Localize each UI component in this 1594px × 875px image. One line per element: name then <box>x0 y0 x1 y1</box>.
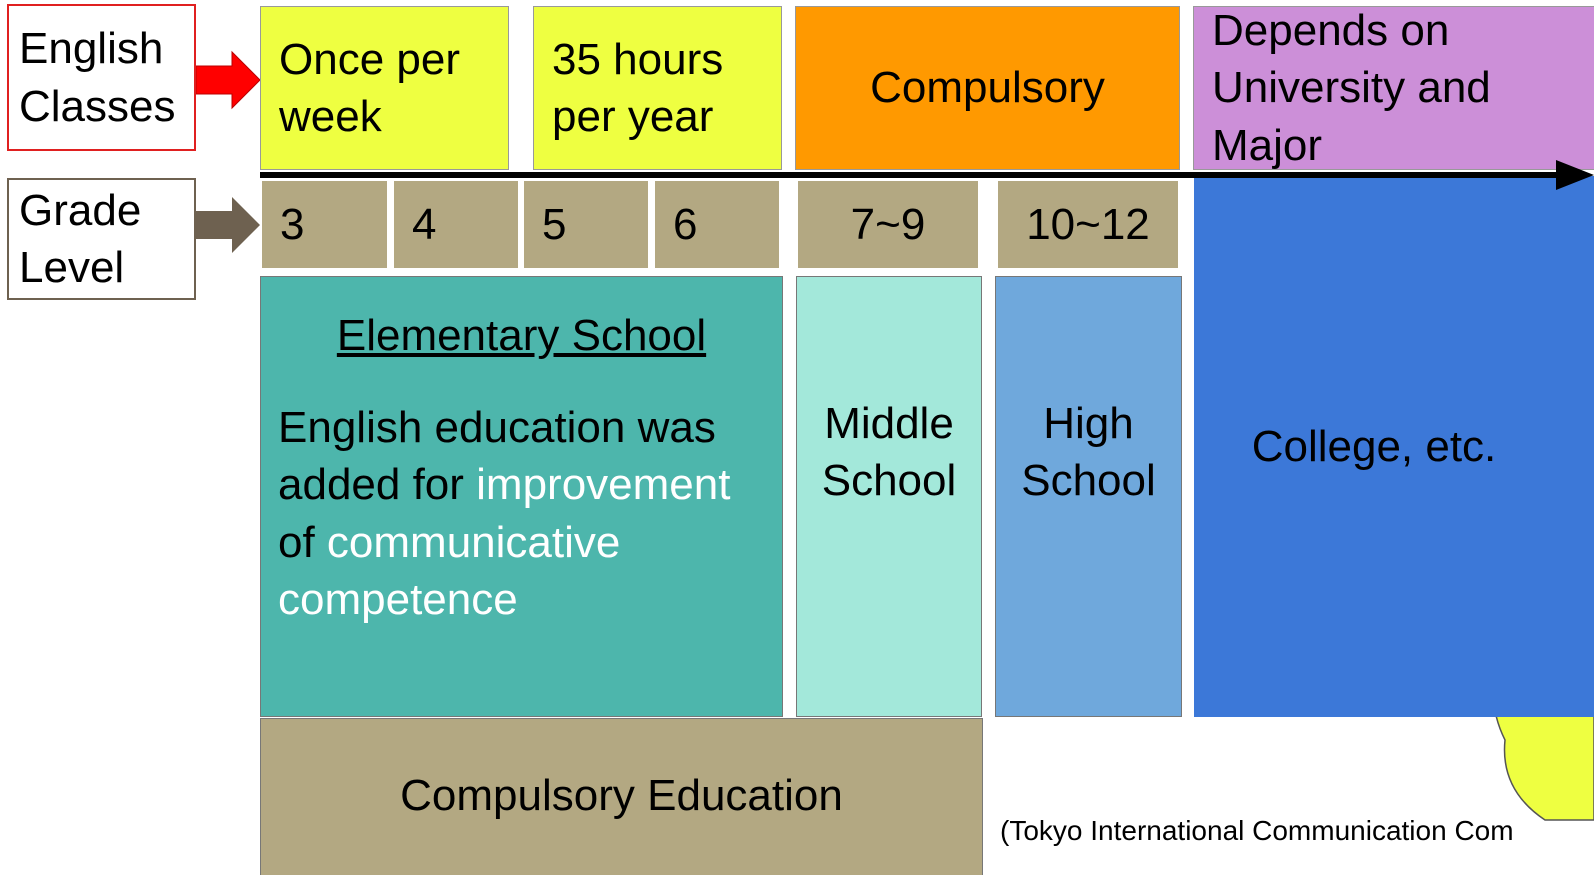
class-box: Compulsory <box>795 6 1180 170</box>
school-text: College, etc. <box>1252 418 1537 475</box>
label-text: Grade Level <box>19 182 194 296</box>
school-title: Elementary School <box>261 307 782 364</box>
college-box: College, etc. <box>1194 176 1594 717</box>
school-description: English education was added for improvem… <box>278 399 773 628</box>
high-box: High School <box>995 276 1182 717</box>
grade-text: 5 <box>542 196 566 253</box>
grade-cell: 6 <box>655 181 779 268</box>
label-text: English Classes <box>19 20 194 134</box>
class-text: Depends on University and Major <box>1212 2 1542 174</box>
grade-text: 3 <box>280 196 304 253</box>
class-box: Once per week <box>260 6 509 170</box>
red-arrow <box>196 52 260 108</box>
elementary-box: Elementary School English education was … <box>260 276 783 717</box>
class-box: 35 hours per year <box>533 6 782 170</box>
grade-level-label: Grade Level <box>7 178 196 300</box>
slide: English Classes Grade Level Once per wee… <box>0 0 1594 875</box>
school-text: High School <box>996 395 1181 509</box>
class-text: Once per week <box>279 31 508 145</box>
grade-cell: 7~9 <box>798 181 978 268</box>
middle-box: Middle School <box>796 276 982 717</box>
english-classes-label: English Classes <box>7 4 196 151</box>
compulsory-education-box: Compulsory Education <box>260 718 983 875</box>
grade-cell: 5 <box>524 181 648 268</box>
grade-cell: 3 <box>262 181 387 268</box>
school-text: Middle School <box>797 395 981 509</box>
grade-text: 4 <box>412 196 436 253</box>
grade-text: 7~9 <box>851 196 926 253</box>
grade-text: 10~12 <box>1026 196 1150 253</box>
description-part: of <box>278 518 327 567</box>
source-note: (Tokyo International Communication Com <box>1000 815 1514 847</box>
compulsory-text: Compulsory Education <box>400 767 843 824</box>
grade-cell: 10~12 <box>998 181 1178 268</box>
class-text: 35 hours per year <box>552 31 781 145</box>
grade-cell: 4 <box>394 181 518 268</box>
class-text: Compulsory <box>870 59 1105 116</box>
description-highlight: improvement <box>476 460 730 509</box>
description-highlight: communicative competence <box>278 518 620 624</box>
brown-arrow <box>196 197 260 253</box>
grade-text: 6 <box>673 196 697 253</box>
class-box: Depends on University and Major <box>1193 6 1594 170</box>
